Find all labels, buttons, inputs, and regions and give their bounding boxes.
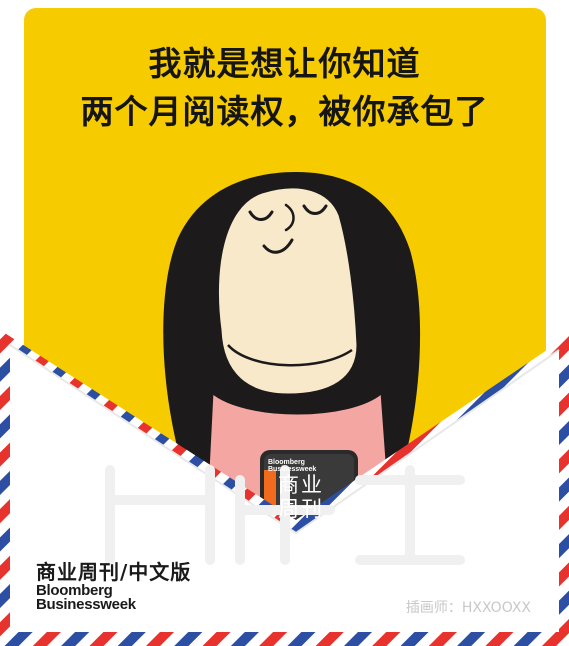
illustrator-credit: 插画师：HXXOOXX <box>405 600 531 616</box>
headline-line-1: 我就是想让你知道 <box>148 44 421 83</box>
magazine-title: 商业周刊 <box>278 473 324 521</box>
watermark-sketch <box>105 465 465 565</box>
brand-name-en-1: Bloomberg <box>36 582 113 599</box>
brand-logo: 商业周刊/中文版 Bloomberg Businessweek <box>36 560 191 612</box>
brand-name-cn: 商业周刊/中文版 <box>36 560 192 584</box>
magazine-brand-label: Bloomberg Businessweek <box>268 459 317 473</box>
headline: 我就是想让你知道 两个月阅读权，被你承包了 <box>0 40 569 136</box>
brand-name-en-2: Businessweek <box>36 596 136 613</box>
headline-line-2: 两个月阅读权，被你承包了 <box>80 92 489 131</box>
